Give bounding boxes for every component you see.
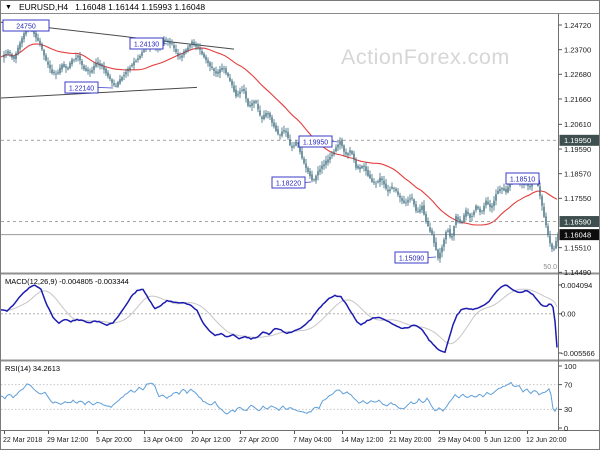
svg-text:20 Apr 12:00: 20 Apr 12:00: [191, 437, 231, 444]
price-callout[interactable]: [129, 37, 164, 50]
svg-text:1.22140: 1.22140: [69, 86, 94, 93]
rsi-indicator-label: RSI(14) 34.2613: [5, 364, 61, 373]
rsi-line: [1, 381, 558, 415]
svg-text:29 May 04:00: 29 May 04:00: [438, 437, 481, 444]
svg-text:5 Jun 12:00: 5 Jun 12:00: [484, 437, 521, 444]
svg-text:1.15090: 1.15090: [399, 256, 424, 263]
price-callout[interactable]: [394, 251, 429, 264]
candlestick-series: [3, 22, 559, 263]
symbol-dropdown-icon[interactable]: ▼: [5, 3, 12, 11]
level-axis-marker: [559, 216, 599, 228]
price-axis: 1.24720 1.23700 1.22680 1.21660 1.20610 1.195…: [558, 21, 599, 433]
svg-text:0: 0: [564, 424, 568, 433]
svg-text:1.15510: 1.15510: [564, 243, 591, 252]
svg-text:29 Mar 12:00: 29 Mar 12:00: [47, 437, 88, 444]
svg-text:1.18510: 1.18510: [510, 177, 535, 184]
trendline[interactable]: [1, 86, 198, 99]
rsi-panel: [1, 381, 559, 415]
price-callout[interactable]: [298, 135, 333, 148]
support-resistance-lines: [1, 139, 559, 236]
svg-text:1.20610: 1.20610: [564, 120, 591, 129]
svg-text:70: 70: [564, 380, 572, 389]
price-callout[interactable]: [2, 19, 50, 32]
macd-signal-line: [1, 288, 558, 345]
svg-text:1.19950: 1.19950: [564, 136, 591, 145]
chart-title-ohlc: 1.16048 1.16144 1.15993 1.16048: [75, 2, 206, 12]
price-callout[interactable]: [505, 172, 540, 185]
price-callout[interactable]: [271, 176, 306, 189]
svg-text:7 May 04:00: 7 May 04:00: [293, 437, 332, 444]
svg-text:1.18570: 1.18570: [564, 169, 591, 178]
macd-panel: [1, 284, 559, 354]
main-price-panel: 50.0: [1, 21, 558, 271]
chart-titlebar: ▼ EURUSD,H4 1.16048 1.16144 1.15993 1.16…: [1, 1, 599, 14]
svg-text:1.18220: 1.18220: [276, 181, 301, 188]
svg-text:5 Apr 20:00: 5 Apr 20:00: [96, 437, 132, 444]
svg-text:0.004094: 0.004094: [561, 281, 592, 290]
moving-average-line: [1, 43, 558, 226]
svg-text:22 Mar 2018: 22 Mar 2018: [3, 437, 42, 444]
svg-text:100: 100: [564, 362, 577, 371]
svg-text:24750: 24750: [16, 24, 36, 31]
svg-text:1.19590: 1.19590: [564, 145, 591, 154]
svg-text:1.17550: 1.17550: [564, 194, 591, 203]
svg-text:14 May 12:00: 14 May 12:00: [341, 437, 384, 444]
svg-text:13 Apr 04:00: 13 Apr 04:00: [143, 437, 183, 444]
date-axis: 22 Mar 2018 29 Mar 12:00 5 Apr 20:00 13 Apr…: [3, 431, 567, 444]
svg-text:1.24720: 1.24720: [564, 21, 591, 30]
svg-text:21 May 20:00: 21 May 20:00: [389, 437, 432, 444]
svg-text:1.22680: 1.22680: [564, 70, 591, 79]
macd-line: [1, 284, 558, 354]
svg-text:1.14490: 1.14490: [564, 268, 591, 277]
svg-text:1.21660: 1.21660: [564, 95, 591, 104]
svg-text:1.16590: 1.16590: [564, 217, 591, 226]
svg-text:30: 30: [564, 405, 572, 414]
level-axis-marker: [559, 134, 599, 146]
svg-text:1.24130: 1.24130: [134, 42, 159, 49]
macd-indicator-label: MACD(12,26,9) -0.004805 -0.003344: [5, 277, 129, 286]
chart-title-symbol: EURUSD,H4: [18, 2, 69, 12]
svg-text:1.16048: 1.16048: [564, 230, 591, 239]
svg-text:12 Jun 20:00: 12 Jun 20:00: [526, 437, 567, 444]
svg-text:-0.005566: -0.005566: [561, 349, 595, 358]
price-callout[interactable]: [64, 81, 99, 94]
svg-text:50.0: 50.0: [543, 264, 557, 271]
panel-borders: [1, 14, 599, 431]
svg-text:1.19950: 1.19950: [303, 140, 328, 147]
svg-text:0.00: 0.00: [561, 310, 576, 319]
price-callout-labels: 24750 1.24130 1.22140 1.19950 1.18220 1.18510…: [2, 19, 541, 264]
current-price-axis-marker: [559, 229, 599, 241]
watermark: ActionForex.com: [341, 45, 510, 69]
svg-text:1.23700: 1.23700: [564, 45, 591, 54]
svg-text:27 Apr 20:00: 27 Apr 20:00: [239, 437, 279, 444]
